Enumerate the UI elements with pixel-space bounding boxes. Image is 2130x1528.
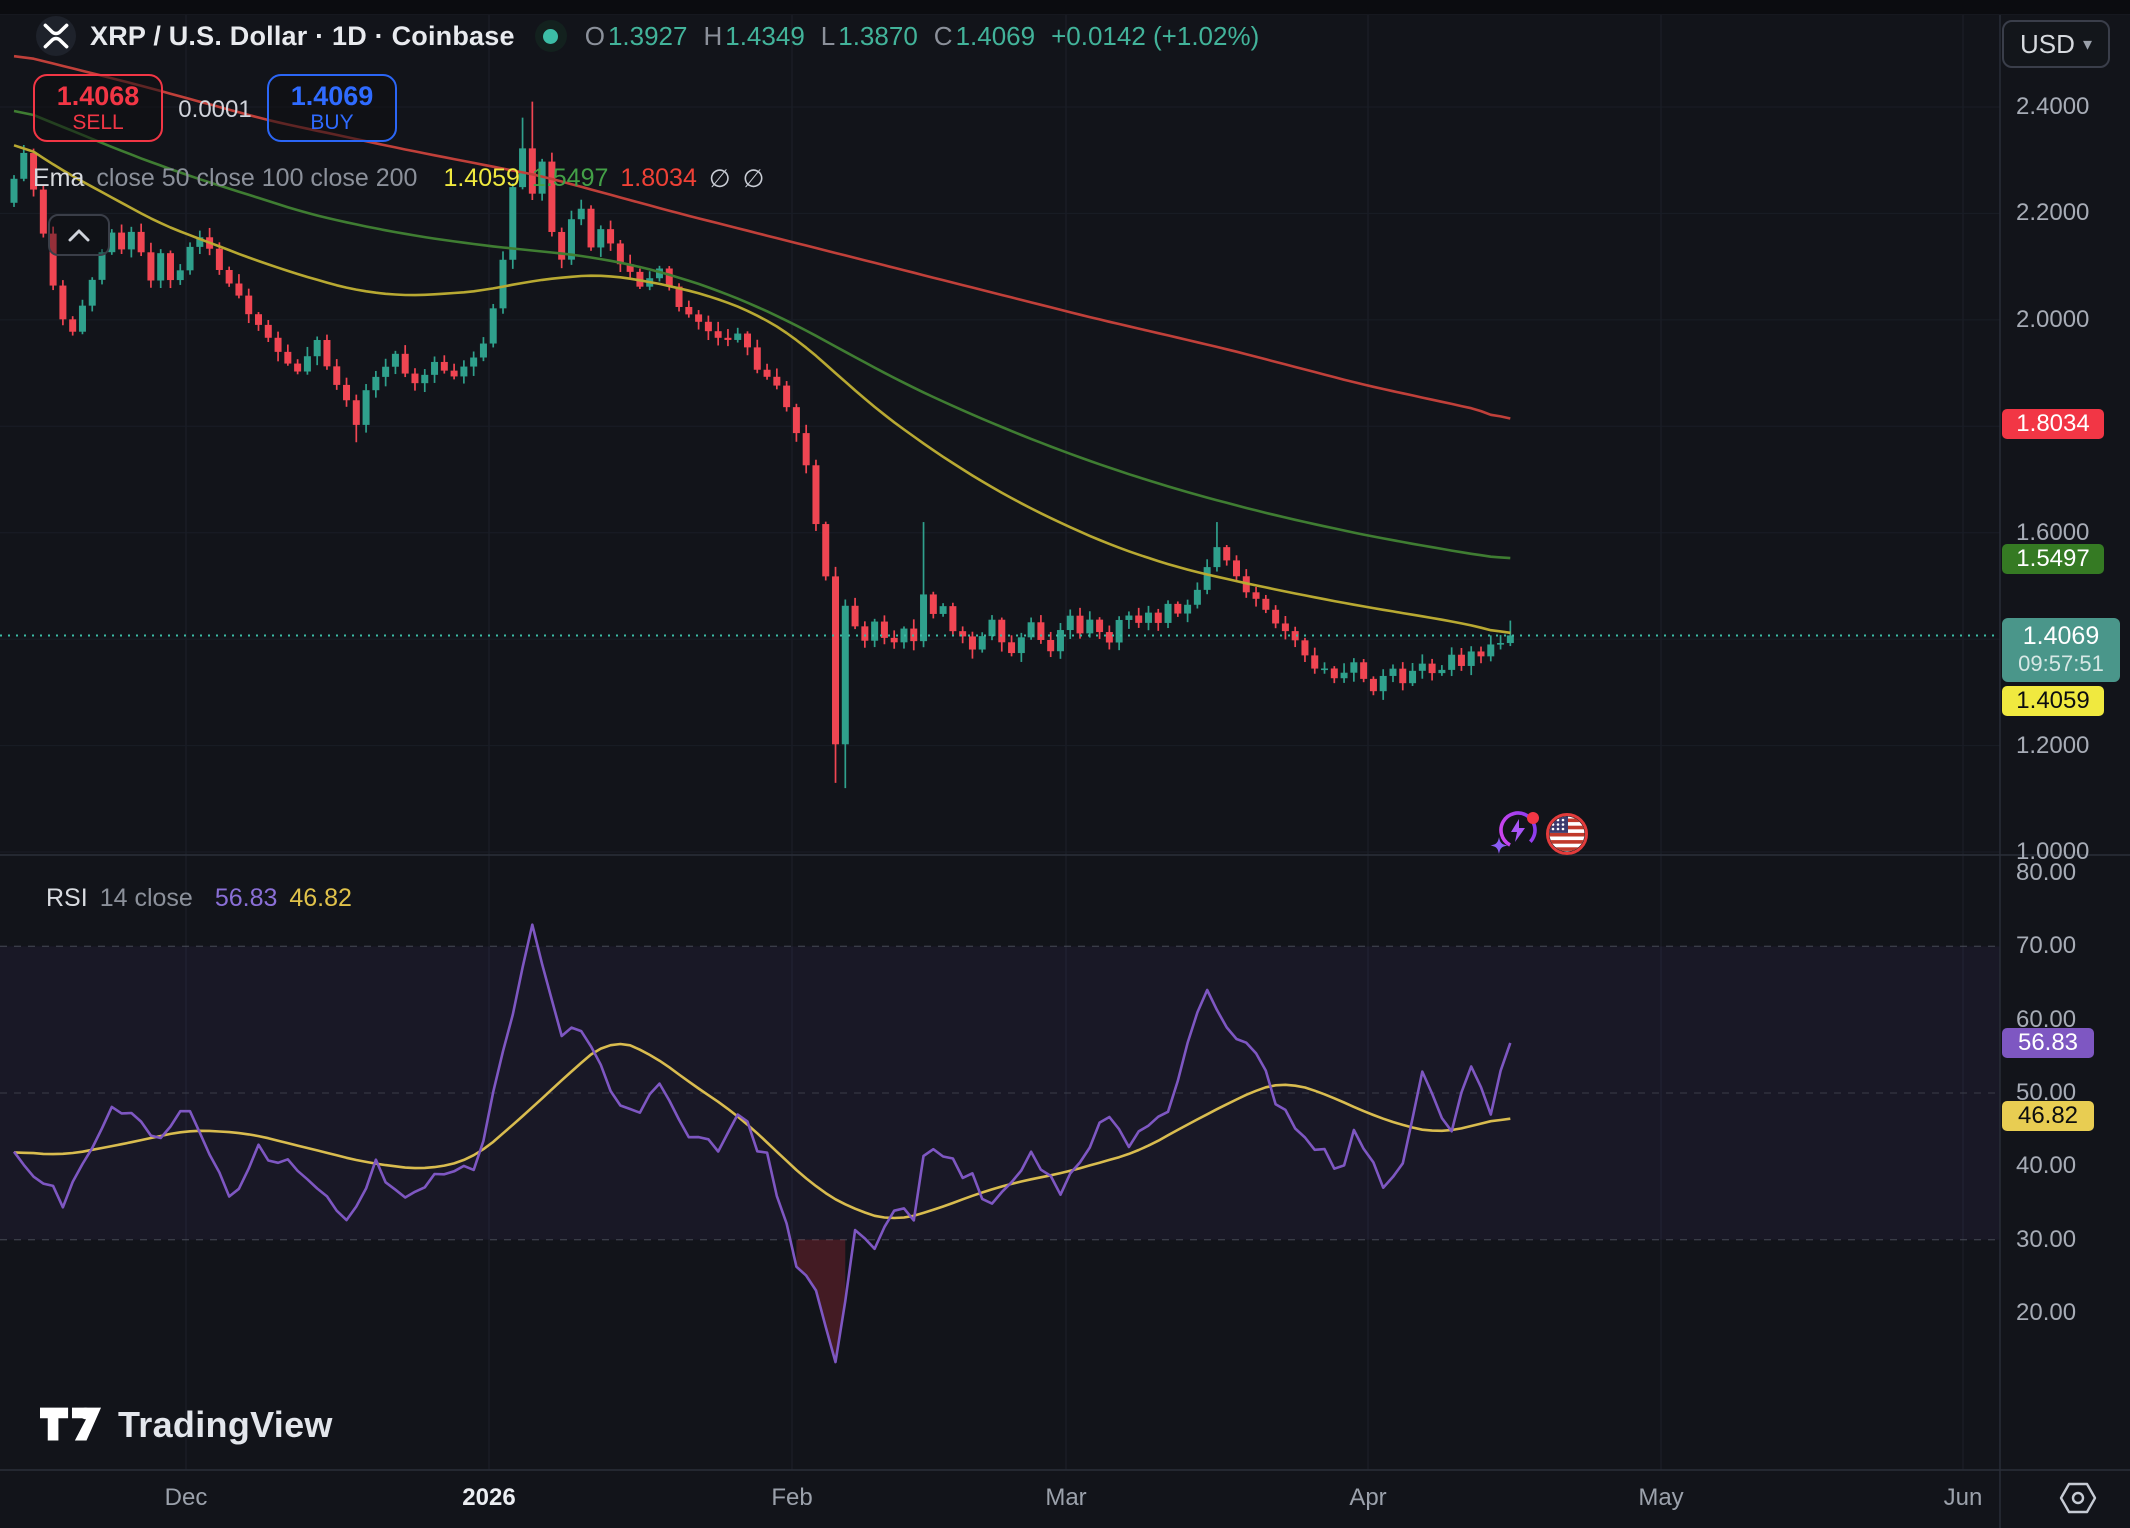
rsi-ma-value: 46.82 xyxy=(289,884,352,912)
rsi-pane xyxy=(0,945,2000,1241)
time-label-jun: Jun xyxy=(1943,1484,1983,1511)
price-tick: 1.6000 xyxy=(2016,518,2090,546)
rsi-tick: 40.00 xyxy=(2016,1152,2077,1180)
rsi-line xyxy=(12,923,1512,1364)
symbol-title[interactable]: XRP / U.S. Dollar · 1D · Coinbase xyxy=(90,20,515,51)
buy-price: 1.4069 xyxy=(290,81,374,112)
price-tick: 1.2000 xyxy=(2016,731,2090,759)
chevron-down-icon: ▾ xyxy=(2082,33,2092,54)
ema-indicator-legend[interactable]: Ema close 50 close 100 close 200 1.4059 … xyxy=(33,164,765,193)
time-label-may: May xyxy=(1638,1484,1684,1511)
last-price-badge: 1.4069 09:57:51 xyxy=(2002,618,2120,683)
collapse-panel-button[interactable] xyxy=(48,214,110,256)
symbol-header: XRP / U.S. Dollar · 1D · Coinbase O 1.392… xyxy=(36,16,1259,56)
bar-countdown: 09:57:51 xyxy=(2018,651,2104,677)
price-tick: 2.2000 xyxy=(2016,199,2090,227)
rsi-tick: 20.00 xyxy=(2016,1299,2077,1326)
rsi-tick: 70.00 xyxy=(2016,932,2077,960)
rsi-tick: 80.00 xyxy=(2016,859,2077,886)
currency-label: USD xyxy=(2020,28,2075,59)
ai-flash-icon[interactable] xyxy=(1488,806,1542,858)
price-tick: 2.0000 xyxy=(2016,305,2090,333)
time-label-mar: Mar xyxy=(1045,1484,1087,1511)
window-top-strip xyxy=(0,0,2130,15)
ema200-value: 1.8034 xyxy=(620,164,697,192)
ema200-price-badge: 1.8034 xyxy=(2002,409,2104,440)
open-value: 1.3927 xyxy=(607,20,688,51)
rsi-ma-badge: 46.82 xyxy=(2002,1101,2094,1132)
rsi-tick: 30.00 xyxy=(2016,1225,2077,1253)
buy-button[interactable]: 1.4069 BUY xyxy=(267,74,397,142)
rsi-value-badge: 56.83 xyxy=(2002,1027,2094,1058)
time-label-dec: Dec xyxy=(164,1484,208,1511)
rsi-indicator-legend[interactable]: RSI 14 close 56.83 46.82 xyxy=(46,884,352,912)
ema100-value: 1.5497 xyxy=(531,164,609,192)
tradingview-mark-icon xyxy=(40,1407,102,1441)
ema200-line xyxy=(13,54,1511,420)
pane-separators xyxy=(0,14,2130,1528)
settings-gear-icon[interactable] xyxy=(2058,1480,2098,1516)
chevron-up-icon xyxy=(68,229,90,242)
ema50-line xyxy=(13,144,1511,635)
sell-price: 1.4068 xyxy=(56,81,140,112)
ema50-value: 1.4059 xyxy=(443,164,520,192)
price-tick: 1.0000 xyxy=(2016,838,2090,865)
change-value: +0.0142 (+1.02%) xyxy=(1051,20,1260,51)
time-label-apr: Apr xyxy=(1349,1484,1387,1511)
grid-lines xyxy=(0,14,2000,1470)
ema50-price-badge: 1.4059 xyxy=(2002,686,2104,717)
ohlc-readout: O 1.3927 H 1.4349 L 1.3870 C 1.4069 +0.0142 … xyxy=(584,20,1260,51)
us-flag-icon[interactable] xyxy=(1543,810,1591,858)
sell-button[interactable]: 1.4068 SELL xyxy=(33,74,163,142)
rsi-value: 56.83 xyxy=(214,884,278,912)
rsi-oversold-fill xyxy=(796,1239,846,1363)
price-tick: 2.4000 xyxy=(2016,93,2090,120)
low-value: 1.3870 xyxy=(838,20,918,51)
rsi-ma-line xyxy=(13,1042,1511,1220)
xrp-logo-icon xyxy=(36,16,76,56)
high-value: 1.4349 xyxy=(725,20,805,51)
spread-value: 0.0001 xyxy=(178,96,252,123)
close-value: 1.4069 xyxy=(955,20,1036,51)
time-label-feb: Feb xyxy=(771,1484,813,1511)
tradingview-logo[interactable]: TradingView xyxy=(40,1404,333,1446)
candlestick-series xyxy=(10,101,1514,789)
time-label-2026: 2026 xyxy=(462,1484,516,1511)
ema100-price-badge: 1.5497 xyxy=(2002,544,2104,575)
currency-selector[interactable]: USD ▾ xyxy=(2002,20,2110,68)
market-status-icon[interactable] xyxy=(534,20,567,52)
ema100-line xyxy=(13,109,1511,560)
